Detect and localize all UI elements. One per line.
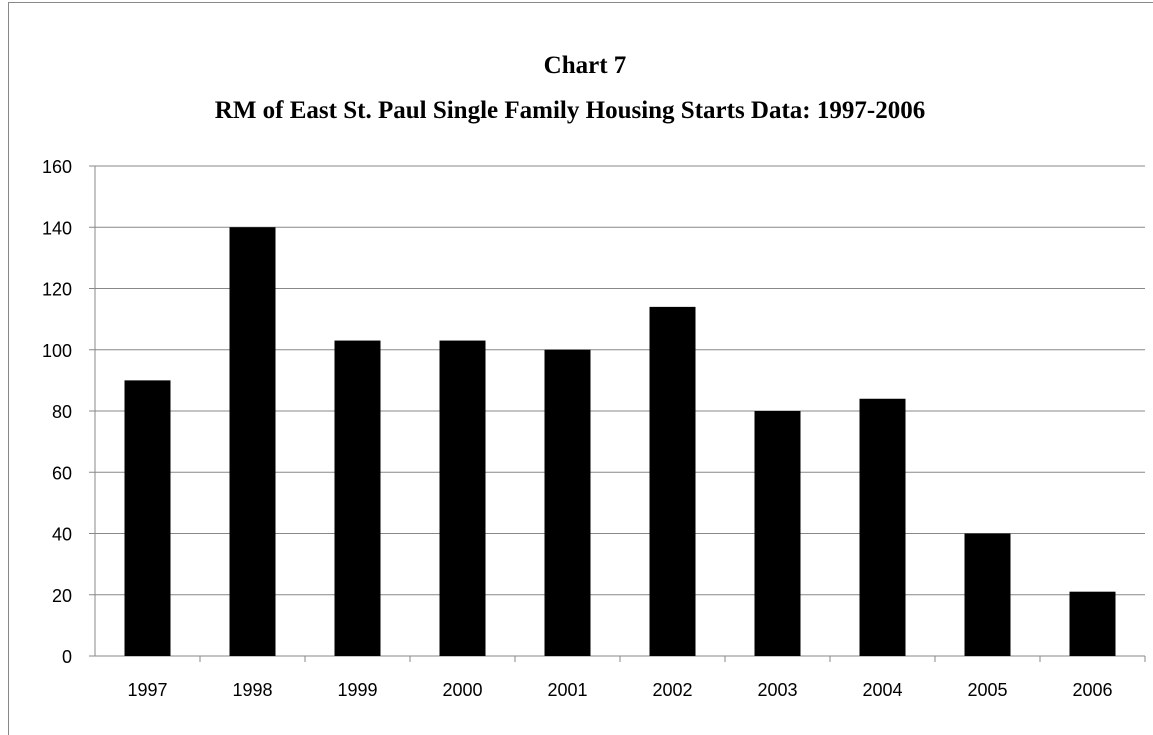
chart-title: Chart 7: [544, 52, 627, 79]
y-tick-label: 0: [62, 647, 72, 667]
bar: [649, 306, 696, 656]
x-tick-label: 2001: [547, 680, 587, 700]
x-tick-label: 2003: [757, 680, 797, 700]
bar: [754, 411, 801, 656]
y-tick-label: 100: [42, 341, 72, 361]
bar: [544, 349, 591, 656]
bar: [334, 340, 381, 656]
bar: [229, 227, 276, 656]
y-tick-label: 40: [52, 525, 72, 545]
y-tick-label: 20: [52, 586, 72, 606]
x-tick-label: 1997: [127, 680, 167, 700]
bar: [964, 533, 1011, 656]
y-tick-label: 60: [52, 463, 72, 483]
x-tick-label: 2006: [1072, 680, 1112, 700]
x-tick-label: 1998: [232, 680, 272, 700]
bar: [439, 340, 486, 656]
x-tick-label: 2000: [442, 680, 482, 700]
bar: [124, 380, 171, 656]
bar: [1069, 591, 1116, 656]
y-tick-label: 160: [42, 157, 72, 177]
x-tick-label: 1999: [337, 680, 377, 700]
bar: [859, 398, 906, 656]
x-tick-label: 2005: [967, 680, 1007, 700]
y-tick-label: 140: [42, 218, 72, 238]
chart-frame: [8, 2, 1153, 735]
y-tick-label: 120: [42, 280, 72, 300]
x-tick-label: 2004: [862, 680, 902, 700]
x-tick-label: 2002: [652, 680, 692, 700]
chart-subtitle: RM of East St. Paul Single Family Housin…: [215, 97, 925, 124]
y-tick-label: 80: [52, 402, 72, 422]
